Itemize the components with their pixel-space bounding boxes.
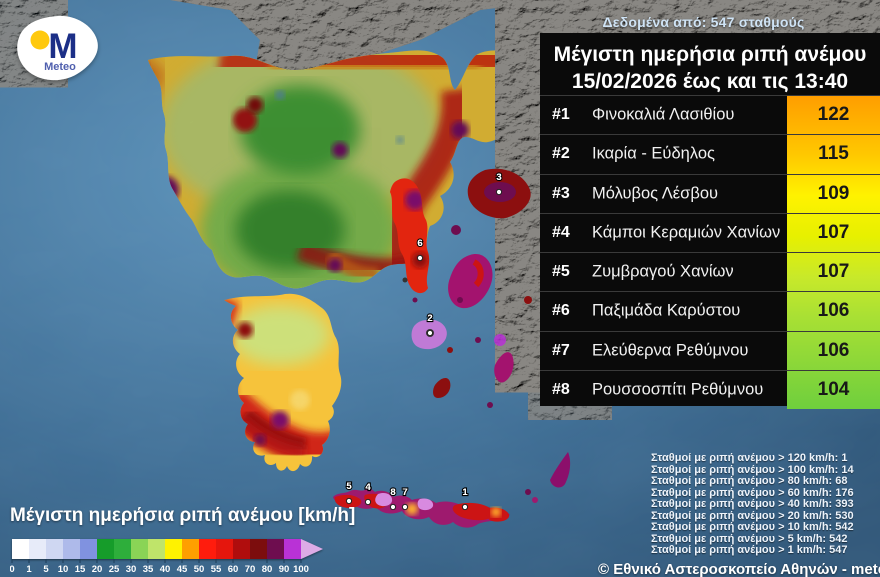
svg-text:20: 20 bbox=[92, 564, 103, 575]
svg-text:90: 90 bbox=[279, 564, 290, 575]
svg-text:7: 7 bbox=[402, 487, 407, 498]
svg-text:3: 3 bbox=[496, 172, 501, 183]
svg-text:5: 5 bbox=[43, 564, 49, 575]
svg-text:Meteo: Meteo bbox=[44, 61, 76, 73]
svg-text:100: 100 bbox=[293, 564, 309, 575]
svg-text:35: 35 bbox=[143, 564, 154, 575]
svg-text:15: 15 bbox=[75, 564, 86, 575]
svg-text:70: 70 bbox=[245, 564, 256, 575]
svg-text:50: 50 bbox=[194, 564, 205, 575]
svg-text:1: 1 bbox=[462, 487, 468, 498]
svg-text:10: 10 bbox=[58, 564, 69, 575]
svg-text:80: 80 bbox=[262, 564, 273, 575]
svg-text:60: 60 bbox=[228, 564, 239, 575]
svg-text:45: 45 bbox=[177, 564, 188, 575]
svg-text:6: 6 bbox=[417, 238, 422, 249]
svg-text:55: 55 bbox=[211, 564, 222, 575]
svg-text:1: 1 bbox=[26, 564, 32, 575]
svg-text:40: 40 bbox=[160, 564, 171, 575]
svg-text:30: 30 bbox=[126, 564, 137, 575]
svg-text:25: 25 bbox=[109, 564, 120, 575]
svg-text:5: 5 bbox=[346, 481, 352, 492]
svg-text:2: 2 bbox=[427, 313, 432, 324]
svg-text:4: 4 bbox=[365, 482, 371, 493]
svg-text:8: 8 bbox=[390, 487, 395, 498]
svg-text:0: 0 bbox=[10, 564, 15, 575]
